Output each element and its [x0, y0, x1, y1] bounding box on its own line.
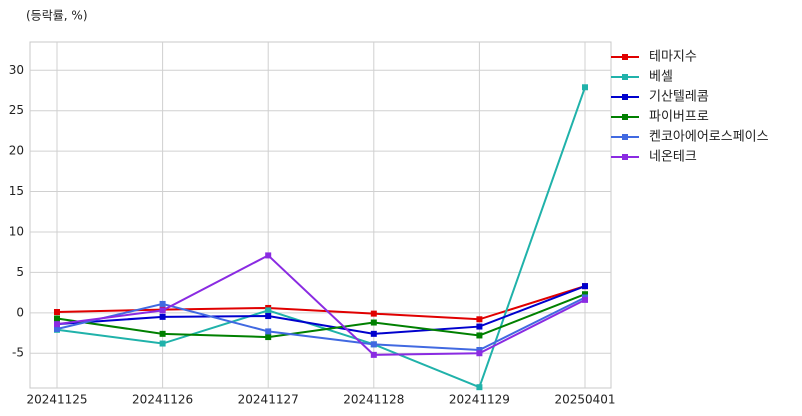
- series-line: [56, 293, 586, 339]
- point: [159, 340, 166, 347]
- legend-label: 베셀: [649, 70, 673, 85]
- point: [582, 283, 588, 290]
- point: [159, 330, 166, 337]
- series-line: [56, 285, 586, 335]
- series-line: [56, 296, 586, 352]
- point: [476, 332, 483, 339]
- legend-label: 네온테크: [649, 150, 697, 165]
- point: [476, 347, 483, 354]
- y-tick-label: 5: [16, 265, 24, 279]
- legend-label: 테마지수: [649, 50, 697, 65]
- point: [54, 309, 60, 316]
- y-tick-label: 25: [9, 103, 24, 117]
- x-tick-label: 20241127: [238, 393, 299, 407]
- series-line: [56, 86, 586, 389]
- point: [476, 384, 483, 391]
- y-tick-label: 10: [9, 224, 24, 238]
- point: [370, 310, 377, 317]
- legend-marker: [622, 134, 628, 140]
- legend-label: 기산텔레콤: [649, 90, 709, 105]
- point: [582, 84, 588, 91]
- point: [476, 323, 483, 330]
- point: [370, 319, 377, 326]
- point: [159, 313, 166, 320]
- point: [54, 325, 60, 332]
- legend-marker: [622, 154, 628, 160]
- x-tick-label: 20241126: [132, 393, 193, 407]
- point: [265, 313, 272, 320]
- legend-label: 파이버프로: [649, 110, 709, 125]
- point: [265, 334, 272, 341]
- point: [370, 330, 377, 337]
- legend-marker: [622, 94, 628, 100]
- series-line: [56, 285, 586, 321]
- x-tick-label: 20241129: [449, 393, 510, 407]
- series-line: [56, 254, 586, 356]
- plot-frame: [29, 41, 612, 389]
- point: [370, 341, 377, 348]
- y-tick-label: 30: [9, 63, 24, 77]
- point: [476, 350, 483, 357]
- legend-marker: [622, 74, 628, 80]
- point: [476, 316, 483, 323]
- point: [582, 296, 588, 303]
- point: [54, 315, 60, 322]
- y-tick-label: -5: [12, 346, 24, 360]
- y-tick-label: 20: [9, 144, 24, 158]
- legend-marker: [622, 54, 628, 60]
- chart-title: (등락률, %): [26, 9, 88, 23]
- x-tick-label: 20241128: [343, 393, 404, 407]
- y-tick-label: 15: [9, 184, 24, 198]
- x-tick-label: 20250401: [554, 393, 615, 407]
- point: [265, 328, 272, 335]
- point: [582, 291, 588, 298]
- point: [159, 307, 166, 314]
- point: [159, 300, 166, 307]
- point: [265, 307, 272, 314]
- x-tick-label: 20241125: [26, 393, 87, 407]
- point: [370, 351, 377, 358]
- point: [54, 321, 60, 328]
- legend-label: 켄코아에어로스페이스: [649, 130, 769, 145]
- point: [265, 252, 272, 259]
- legend-marker: [622, 114, 628, 120]
- y-tick-label: 0: [16, 305, 24, 319]
